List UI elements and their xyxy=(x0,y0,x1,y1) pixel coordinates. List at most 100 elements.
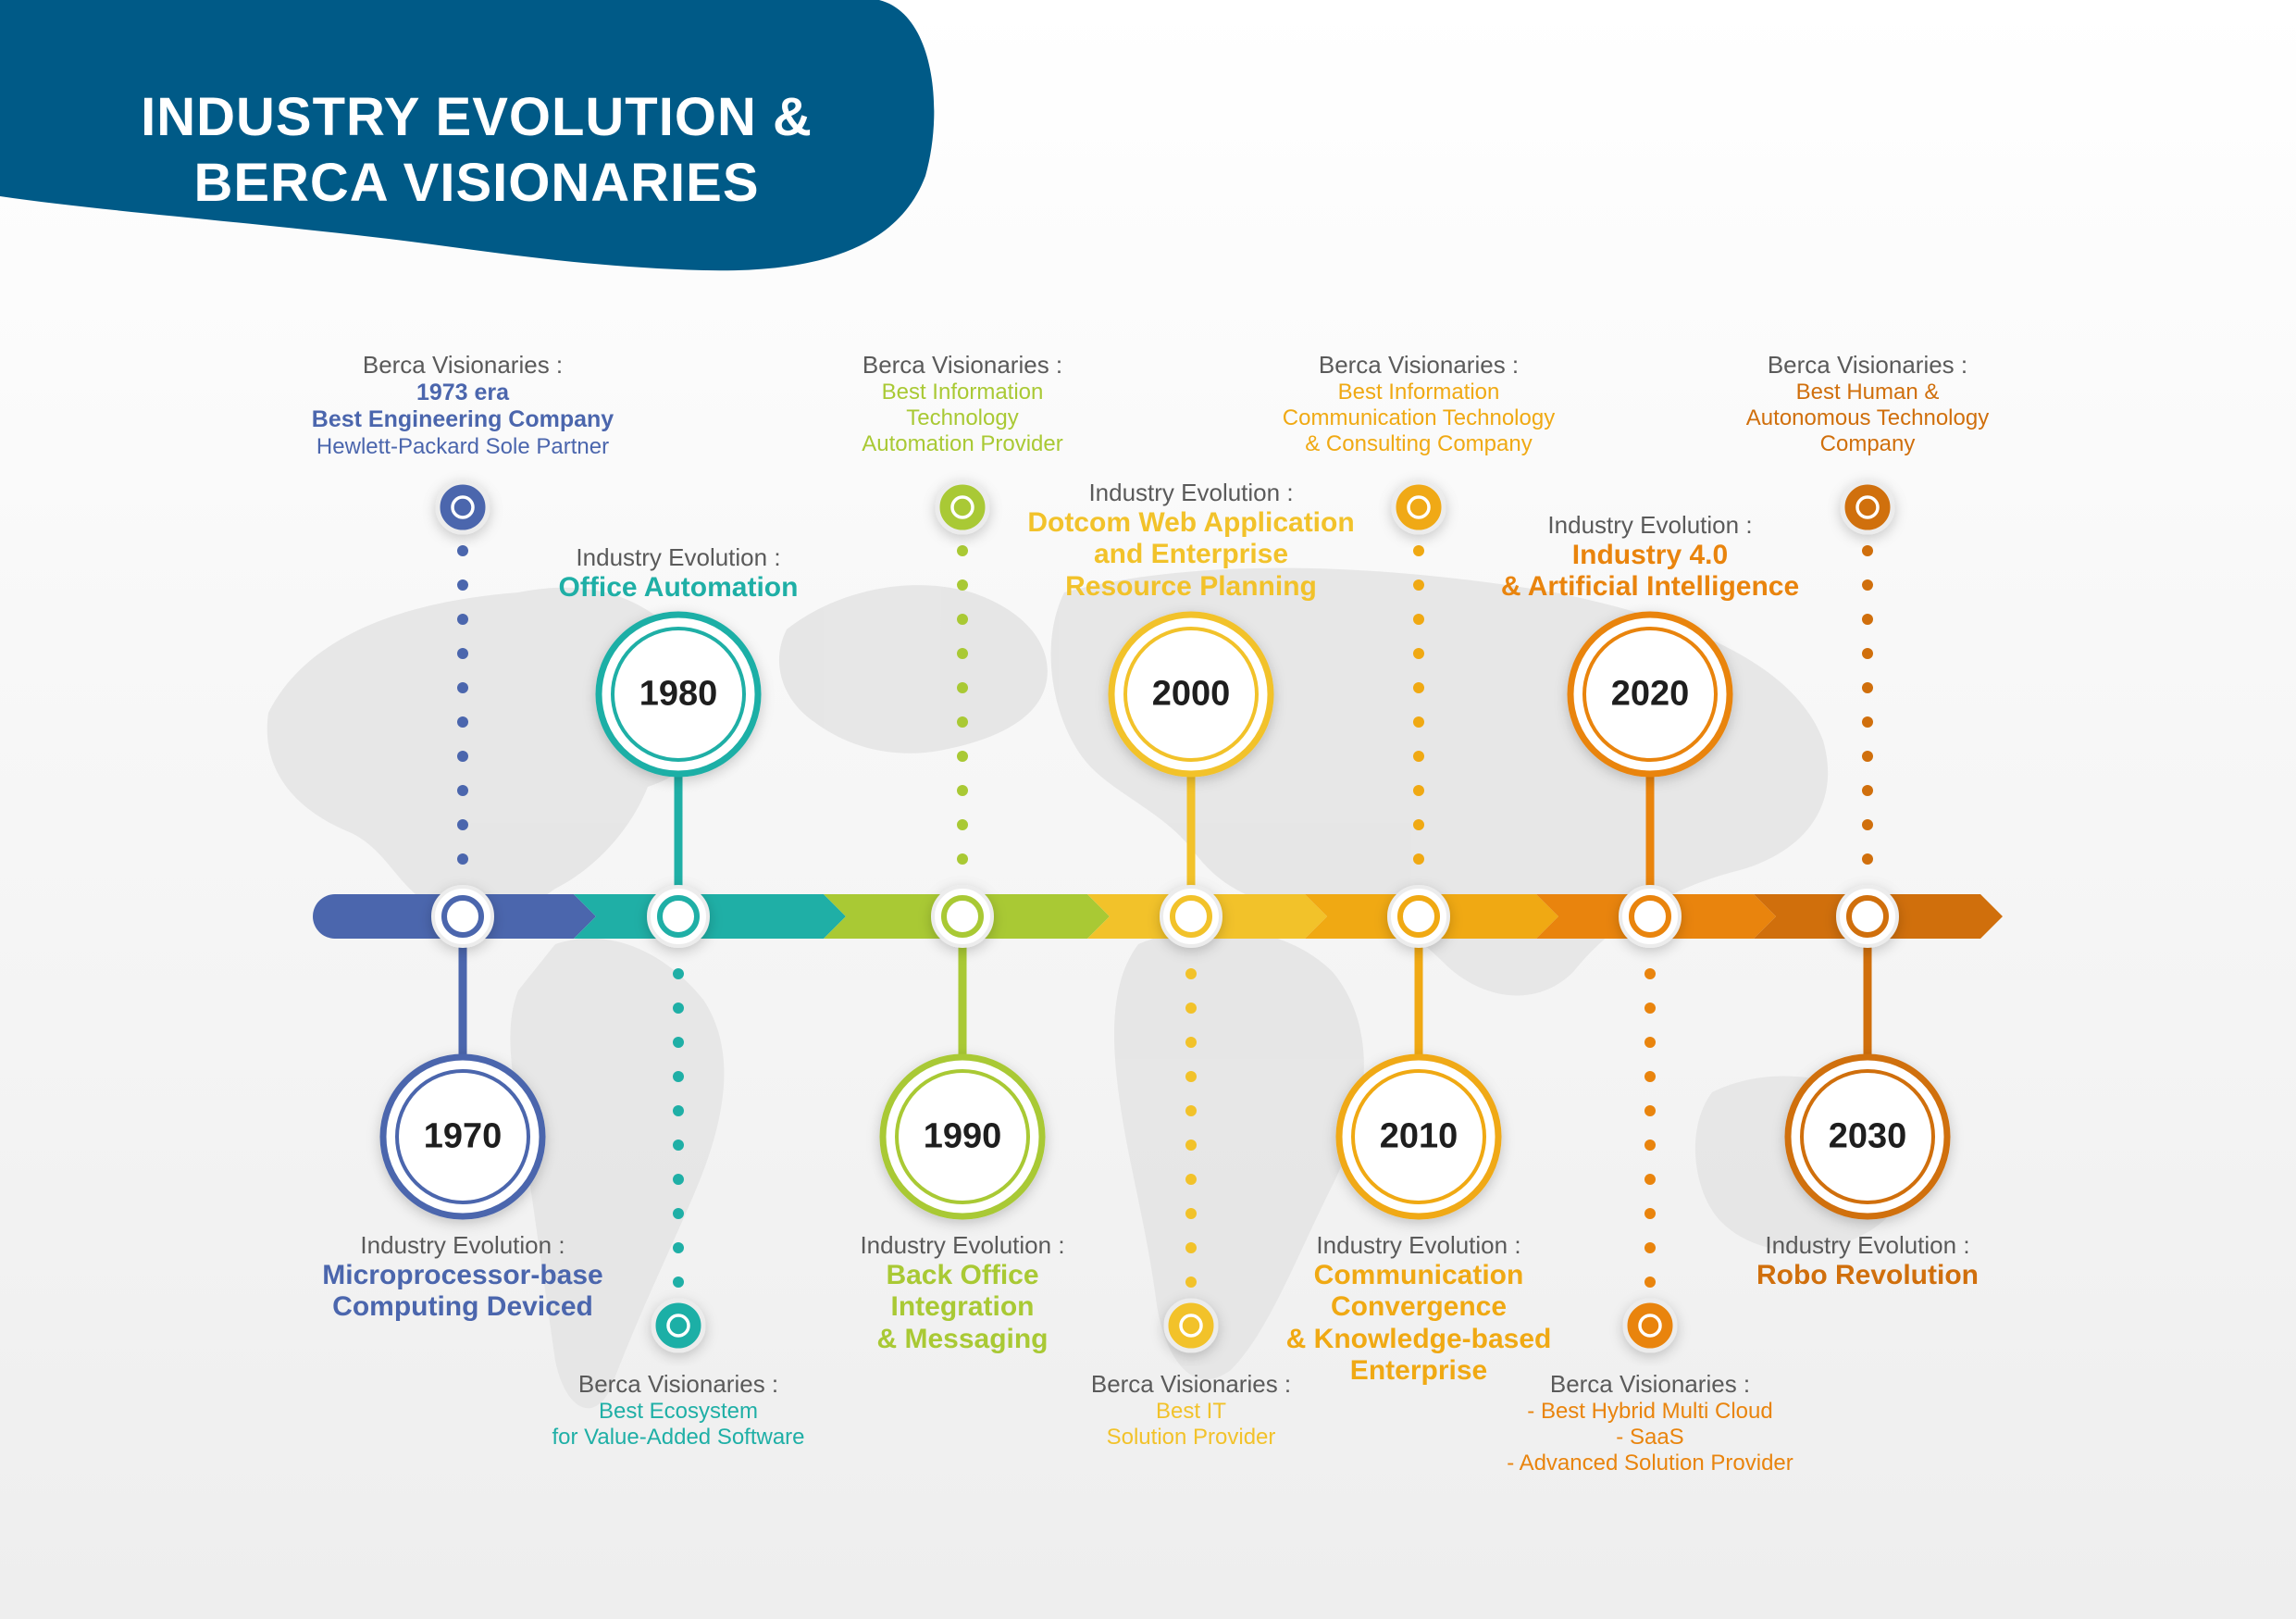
visionary-block: Berca Visionaries : Best IT Solution Provi… xyxy=(1091,1370,1291,1451)
evolution-caption: Industry Evolution : xyxy=(360,1231,565,1259)
evolution-title: & Messaging xyxy=(876,1323,1049,1354)
dotted-connector-dot xyxy=(1413,751,1424,762)
visionary-caption: Berca Visionaries : xyxy=(577,1370,779,1398)
visionary-marker xyxy=(435,479,490,535)
dotted-connector-dot xyxy=(957,751,968,762)
evolution-title: Back Office xyxy=(886,1259,1039,1290)
evolution-title: Integration xyxy=(890,1291,1035,1323)
dotted-connector-dot xyxy=(673,1140,684,1151)
evolution-title: & Artificial Intelligence xyxy=(1500,571,1800,603)
dotted-connector-dot xyxy=(1185,1277,1197,1288)
dotted-connector-dot xyxy=(1185,968,1197,979)
visionary-line: Technology xyxy=(906,405,1019,430)
dotted-connector-dot xyxy=(673,1277,684,1288)
dotted-connector-dot xyxy=(957,614,968,625)
dotted-connector-dot xyxy=(1413,614,1424,625)
dotted-connector-dot xyxy=(1185,1174,1197,1185)
dotted-connector-dot xyxy=(457,545,468,556)
visionary-line: Best IT xyxy=(1155,1398,1227,1424)
dotted-connector-dot xyxy=(957,819,968,830)
evolution-title: Microprocessor-base xyxy=(322,1259,603,1290)
title-line-1: INDUSTRY EVOLUTION & xyxy=(141,87,813,147)
visionary-line: - Best Hybrid Multi Cloud xyxy=(1527,1398,1773,1424)
dotted-connector-dot xyxy=(1413,682,1424,693)
visionary-line: Hewlett-Packard Sole Partner xyxy=(316,433,610,459)
visionary-block: Berca Visionaries : Best Information Commu… xyxy=(1283,351,1555,458)
dotted-connector-dot xyxy=(673,968,684,979)
dotted-connector-dot xyxy=(1644,1003,1656,1014)
visionary-marker xyxy=(935,479,990,535)
dotted-connector-dot xyxy=(673,1037,684,1048)
evolution-title: Communication xyxy=(1313,1259,1524,1290)
dotted-connector-dot xyxy=(673,1242,684,1253)
dotted-connector-dot xyxy=(957,545,968,556)
milestone-2000 xyxy=(1108,611,1274,1353)
milestone-2030 xyxy=(1784,479,1951,1220)
dotted-connector-dot xyxy=(457,785,468,796)
visionary-line: Company xyxy=(1819,431,1916,457)
milestone-1990 xyxy=(879,479,1046,1220)
evolution-title: & Knowledge-based xyxy=(1285,1323,1552,1354)
dotted-connector-dot xyxy=(673,1071,684,1082)
evolution-caption: Industry Evolution : xyxy=(1316,1231,1521,1259)
evolution-caption: Industry Evolution : xyxy=(1547,511,1753,539)
visionary-line: Autonomous Technology xyxy=(1745,405,1990,430)
dotted-connector-dot xyxy=(1862,785,1873,796)
dotted-connector-dot xyxy=(1644,968,1656,979)
dotted-connector-dot xyxy=(673,1105,684,1116)
dotted-connector-dot xyxy=(457,682,468,693)
dotted-connector-dot xyxy=(1185,1037,1197,1048)
evolution-block: Industry Evolution : Robo Revolution xyxy=(1756,1231,1979,1291)
timeline-bar xyxy=(313,894,2003,939)
visionary-line: - Advanced Solution Provider xyxy=(1507,1451,1793,1476)
evolution-caption: Industry Evolution : xyxy=(1765,1231,1970,1259)
visionary-caption: Berca Visionaries : xyxy=(862,351,1063,379)
dotted-connector-dot xyxy=(457,819,468,830)
dotted-connector-dot xyxy=(957,648,968,659)
evolution-title: Convergence xyxy=(1330,1291,1508,1323)
evolution-title: Robo Revolution xyxy=(1756,1259,1979,1290)
dotted-connector-dot xyxy=(457,579,468,591)
evolution-caption: Industry Evolution : xyxy=(576,543,781,571)
dotted-connector-dot xyxy=(673,1174,684,1185)
visionary-line: Communication Technology xyxy=(1282,405,1556,430)
dotted-connector-dot xyxy=(1644,1174,1656,1185)
dotted-connector-dot xyxy=(957,785,968,796)
evolution-title: Industry 4.0 xyxy=(1571,539,1729,570)
dotted-connector-dot xyxy=(1644,1140,1656,1151)
visionary-marker xyxy=(651,1298,706,1353)
dotted-connector-dot xyxy=(957,682,968,693)
dotted-connector-dot xyxy=(1862,682,1873,693)
evolution-block: Industry Evolution : Office Automation xyxy=(559,543,799,604)
evolution-title: Office Automation xyxy=(558,571,799,603)
dotted-connector-dot xyxy=(1185,1003,1197,1014)
page-title: INDUSTRY EVOLUTION & BERCA VISIONARIES xyxy=(141,85,813,217)
year-label: 2030 xyxy=(1828,1116,1907,1156)
dotted-connector-dot xyxy=(1644,1037,1656,1048)
dotted-connector-dot xyxy=(673,1208,684,1219)
dotted-connector-dot xyxy=(457,853,468,865)
dotted-connector-dot xyxy=(457,614,468,625)
year-label: 1970 xyxy=(423,1116,503,1156)
dotted-connector-dot xyxy=(1862,648,1873,659)
dotted-connector-dot xyxy=(957,579,968,591)
visionary-marker xyxy=(1840,479,1895,535)
dotted-connector-dot xyxy=(1413,716,1424,728)
visionary-block: Berca Visionaries : Best Ecosystem for Val… xyxy=(552,1370,804,1451)
visionary-line: Best Information xyxy=(881,379,1044,405)
dotted-connector-dot xyxy=(1413,545,1424,556)
dotted-connector-dot xyxy=(673,1003,684,1014)
visionary-line: Best Ecosystem xyxy=(598,1398,759,1424)
evolution-block: Industry Evolution : Industry 4.0 & Artifi… xyxy=(1501,511,1799,604)
evolution-caption: Industry Evolution : xyxy=(860,1231,1065,1259)
dotted-connector-dot xyxy=(1413,785,1424,796)
dotted-connector-dot xyxy=(457,716,468,728)
dotted-connector-dot xyxy=(1644,1071,1656,1082)
dotted-connector-dot xyxy=(457,751,468,762)
dotted-connector-dot xyxy=(1862,751,1873,762)
dotted-connector-dot xyxy=(1185,1071,1197,1082)
visionary-block: Berca Visionaries :- Best Hybrid Multi C… xyxy=(1507,1370,1793,1477)
visionary-line: for Value-Added Software xyxy=(552,1424,805,1450)
evolution-title: Resource Planning xyxy=(1065,570,1317,602)
evolution-title: Enterprise xyxy=(1349,1355,1488,1387)
